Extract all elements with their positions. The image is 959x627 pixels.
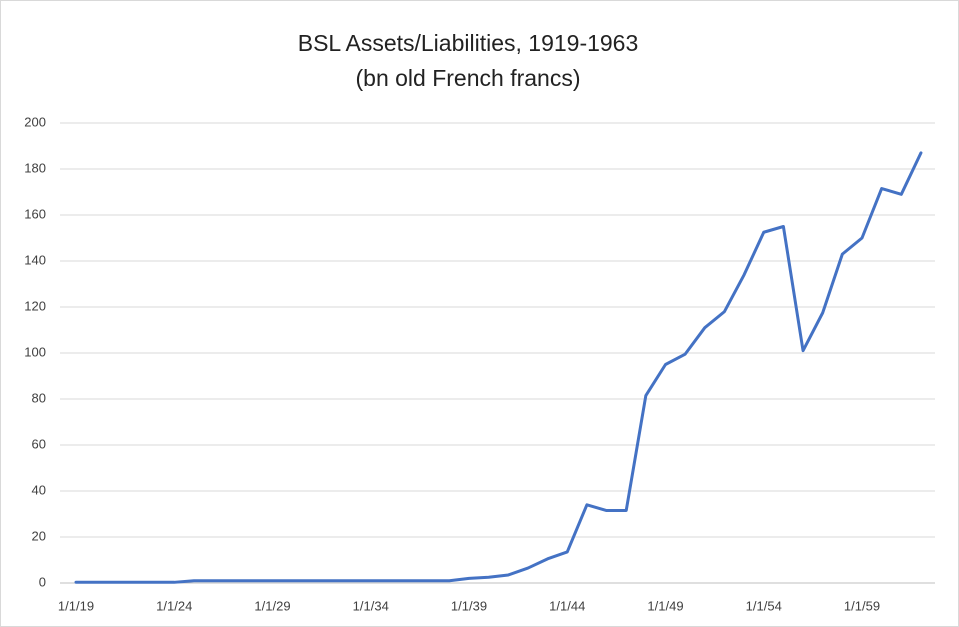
x-tick-label: 1/1/24: [156, 598, 192, 613]
y-tick-label: 120: [24, 298, 46, 313]
x-tick-label: 1/1/54: [746, 598, 782, 613]
x-tick-label: 1/1/49: [647, 598, 683, 613]
y-tick-label: 160: [24, 206, 46, 221]
y-tick-label: 0: [39, 574, 46, 589]
x-tick-label: 1/1/39: [451, 598, 487, 613]
y-tick-label: 200: [24, 114, 46, 129]
x-tick-label: 1/1/44: [549, 598, 585, 613]
y-tick-label: 40: [32, 482, 46, 497]
y-tick-label: 20: [32, 528, 46, 543]
y-tick-label: 80: [32, 390, 46, 405]
x-tick-label: 1/1/59: [844, 598, 880, 613]
y-tick-label: 180: [24, 160, 46, 175]
x-tick-label: 1/1/29: [254, 598, 290, 613]
data-line: [74, 151, 923, 584]
x-tick-label: 1/1/19: [58, 598, 94, 613]
y-tick-label: 60: [32, 436, 46, 451]
x-tick-label: 1/1/34: [353, 598, 389, 613]
y-tick-label: 100: [24, 344, 46, 359]
y-tick-label: 140: [24, 252, 46, 267]
chart-title: BSL Assets/Liabilities, 1919-1963: [298, 30, 639, 56]
chart-subtitle: (bn old French francs): [356, 65, 581, 91]
